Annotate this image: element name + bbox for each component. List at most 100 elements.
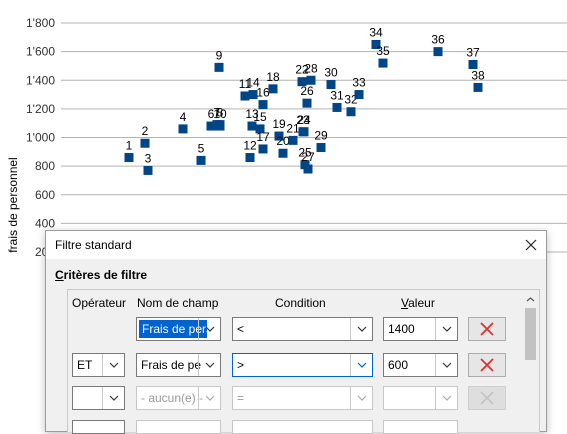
data-point: [196, 155, 206, 165]
filter-criteria-heading: Critères de filtre: [55, 268, 148, 282]
value-combo-3[interactable]: [383, 386, 458, 410]
chevron-down-icon[interactable]: [350, 354, 372, 376]
data-point: [268, 84, 278, 94]
data-point-label: 5: [198, 141, 205, 155]
scrollbar-thumb[interactable]: [525, 308, 536, 360]
y-tick-label: 1'600: [26, 45, 55, 59]
data-point: [206, 121, 216, 131]
data-point-label: 29: [314, 129, 328, 143]
data-point: [240, 91, 250, 101]
data-point-label: 16: [256, 86, 270, 100]
field-name-combo-1[interactable]: Frais de personnel: [136, 317, 221, 341]
data-point-label: 6: [208, 107, 215, 121]
y-tick-label: 400: [35, 216, 55, 230]
data-point: [299, 127, 309, 137]
condition-combo-3[interactable]: =: [232, 386, 373, 410]
data-point-label: 36: [431, 33, 445, 47]
data-point: [332, 102, 342, 112]
data-point-label: 28: [304, 61, 318, 75]
chevron-down-icon[interactable]: [198, 387, 220, 409]
y-tick-label: 1'000: [26, 131, 55, 145]
data-point: [245, 153, 255, 163]
close-icon: [525, 239, 537, 251]
dialog-titlebar[interactable]: Filtre standard: [46, 231, 546, 259]
data-point: [346, 107, 356, 117]
chevron-down-icon[interactable]: [198, 318, 220, 340]
value-combo-2[interactable]: 600: [383, 353, 458, 377]
value-combo-4[interactable]: [383, 420, 458, 434]
operator-combo-4[interactable]: [72, 420, 125, 434]
chevron-down-icon[interactable]: [350, 318, 372, 340]
chevron-down-icon[interactable]: [102, 354, 124, 376]
data-point-label: 37: [466, 46, 480, 60]
y-tick-label: 800: [35, 159, 55, 173]
condition-combo-1[interactable]: <: [232, 317, 373, 341]
data-point-label: 14: [246, 76, 260, 90]
condition-combo-4[interactable]: [232, 420, 373, 434]
field-name-combo-4[interactable]: [136, 420, 221, 434]
data-point: [473, 82, 483, 92]
chevron-down-icon[interactable]: [102, 387, 124, 409]
data-point: [248, 90, 258, 100]
header-condition: Condition: [275, 296, 326, 310]
data-point: [303, 164, 313, 174]
data-point: [302, 98, 312, 108]
dialog-title: Filtre standard: [55, 238, 132, 252]
remove-icon: [480, 322, 494, 336]
field-name-combo-3[interactable]: - aucun(e) -: [136, 386, 221, 410]
data-point-label: 11: [239, 77, 252, 91]
data-point-label: 34: [369, 25, 383, 39]
data-point-label: 7: [214, 106, 221, 120]
remove-icon: [480, 358, 494, 372]
data-point: [316, 143, 326, 153]
data-point-label: 38: [471, 68, 485, 82]
data-point-label: 10: [213, 107, 227, 121]
condition-value-1: <: [237, 322, 245, 336]
data-point-label: 20: [276, 134, 290, 148]
chevron-down-icon[interactable]: [350, 387, 372, 409]
value-text-2: 600: [388, 358, 409, 372]
remove-condition-button-3[interactable]: [468, 386, 506, 410]
condition-value-3: =: [237, 391, 245, 405]
data-point: [274, 131, 284, 141]
criteria-scrollbar[interactable]: [522, 290, 539, 432]
data-point: [378, 58, 388, 68]
field-name-combo-2[interactable]: Frais de personnel: [136, 353, 221, 377]
condition-combo-2[interactable]: >: [232, 353, 373, 377]
header-value: Valeur: [401, 296, 435, 310]
y-tick-label: 1'400: [26, 73, 55, 87]
data-point: [255, 124, 265, 134]
operator-combo-3[interactable]: [72, 386, 125, 410]
data-point-label: 19: [272, 117, 286, 131]
data-point-label: 15: [253, 110, 267, 124]
data-point-label: 9: [216, 48, 223, 62]
data-point: [258, 144, 268, 154]
chevron-down-icon[interactable]: [198, 354, 220, 376]
close-button[interactable]: [516, 231, 546, 259]
data-point-label: 13: [245, 107, 259, 121]
remove-condition-button-1[interactable]: [468, 317, 506, 341]
remove-condition-button-2[interactable]: [468, 353, 506, 377]
data-point: [433, 47, 443, 57]
value-combo-1[interactable]: 1400: [383, 317, 458, 341]
data-point: [354, 90, 364, 100]
data-point: [178, 124, 188, 134]
data-point: [371, 39, 381, 49]
data-point-label: 17: [256, 130, 270, 144]
data-point-label: 25: [298, 146, 312, 160]
field-name-value-2: Frais de personnel: [141, 358, 201, 372]
data-point-label: 2: [142, 124, 149, 138]
condition-value-2: >: [237, 358, 245, 372]
data-point-label: 26: [300, 84, 314, 98]
scroll-up-icon[interactable]: [522, 292, 539, 306]
chevron-down-icon[interactable]: [435, 354, 457, 376]
data-point-label: 12: [243, 139, 257, 153]
value-text-1: 1400: [388, 322, 415, 336]
operator-combo-2[interactable]: ET: [72, 353, 125, 377]
chevron-down-icon[interactable]: [435, 387, 457, 409]
chevron-down-icon[interactable]: [435, 318, 457, 340]
data-point-label: 24: [297, 113, 311, 127]
data-point: [140, 138, 150, 148]
data-point-label: 30: [324, 66, 338, 80]
